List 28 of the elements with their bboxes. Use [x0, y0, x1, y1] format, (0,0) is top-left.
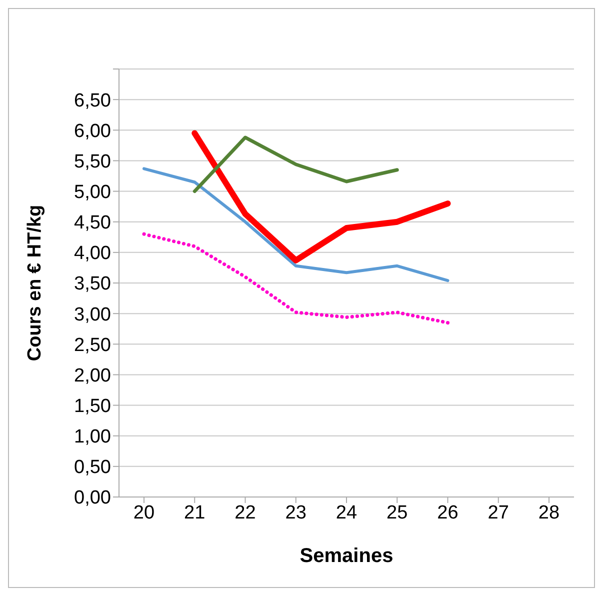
y-tick-label: 0,00: [74, 488, 111, 509]
x-tick-label: 20: [133, 502, 155, 524]
y-tick-label: 1,50: [74, 396, 111, 418]
x-tick-label: 24: [336, 502, 358, 524]
y-tick-label: 4,50: [74, 212, 111, 234]
x-tick-label: 27: [488, 502, 509, 524]
y-tick-label: 1,00: [74, 426, 111, 448]
y-tick-label: 4,00: [74, 243, 111, 264]
y-tick-label: 3,00: [74, 304, 111, 326]
y-tick-label: 6,50: [74, 90, 111, 112]
x-tick-label: 23: [285, 502, 306, 524]
line-series: [192, 136, 399, 194]
y-tick-label: 2,00: [74, 365, 111, 386]
x-tick-label: 28: [538, 502, 560, 524]
y-tick-label: 2,50: [74, 334, 111, 356]
y-axis-title: Cours en € HT/kg: [24, 204, 46, 362]
line-series: [142, 167, 450, 282]
x-tick-label: 25: [386, 502, 408, 524]
y-tick-label: 5,00: [74, 182, 111, 204]
y-tick-label: 6,00: [74, 120, 111, 142]
x-tick-label: 21: [184, 502, 206, 524]
y-tick-label: 0,50: [74, 457, 111, 478]
x-tick-label: 22: [234, 502, 256, 524]
line-series: [142, 232, 450, 324]
x-tick-label: 26: [437, 502, 458, 524]
y-tick-label: 3,50: [74, 274, 111, 295]
x-axis-title: Semaines: [300, 545, 394, 567]
y-tick-label: 5,50: [74, 151, 111, 172]
